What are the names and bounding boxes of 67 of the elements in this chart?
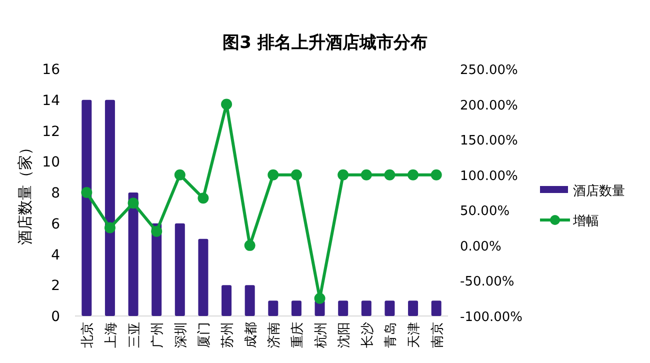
x-tick-label: 济南 [267, 322, 282, 348]
point [290, 169, 302, 180]
x-tick-label: 沈阳 [337, 322, 352, 348]
bar [128, 192, 138, 316]
bar [222, 285, 232, 316]
y2-tick-label: 150.00% [460, 134, 518, 149]
y2-tick-label: 200.00% [460, 98, 518, 114]
bar [174, 223, 185, 316]
x-tick-label: 青岛 [384, 322, 399, 348]
y-tick-label: 0 [51, 309, 60, 325]
y-tick-label: 12 [42, 124, 60, 140]
bar [244, 285, 255, 316]
point [128, 198, 139, 209]
y-tick-label: 10 [42, 154, 60, 171]
point [104, 222, 116, 234]
x-tick-label: 重庆 [290, 322, 306, 348]
point [268, 169, 279, 180]
x-tick-label: 天津 [407, 322, 422, 348]
x-tick-label: 深圳 [174, 322, 189, 348]
y2-tick-label: -50.00% [460, 274, 514, 290]
point [244, 240, 256, 251]
bar [291, 300, 302, 316]
point [338, 169, 349, 180]
y2-tick-label: 250.00% [460, 63, 518, 78]
y2-tick-label: 50.00% [460, 204, 510, 220]
point [408, 169, 419, 180]
y-tick-label: 16 [42, 62, 60, 78]
y2-tick-label: 100.00% [460, 168, 518, 184]
chart-title: 图3 排名上升酒店城市分布 [222, 33, 428, 53]
bar [361, 300, 372, 316]
bar [104, 100, 115, 316]
bar [384, 300, 395, 316]
point [221, 98, 232, 110]
point [360, 169, 372, 180]
bar [408, 300, 418, 316]
bar [198, 238, 208, 316]
x-tick-label: 北京 [80, 322, 96, 348]
y-tick-label: 8 [51, 186, 60, 202]
bar [338, 300, 348, 316]
y2-tick-label: 0.00% [460, 239, 502, 254]
y-axis-title: 酒店数量（家） [16, 140, 34, 245]
y2-tick-label: -100.00% [460, 310, 523, 325]
legend-label: 增幅 [572, 214, 599, 229]
x-tick-label: 广州 [150, 322, 166, 348]
bar [431, 300, 442, 316]
y-tick-label: 4 [51, 247, 60, 264]
bar [82, 100, 92, 316]
point [198, 192, 209, 204]
x-tick-label: 厦门 [196, 322, 212, 348]
y-tick-label: 6 [51, 216, 60, 232]
x-tick-label: 苏州 [220, 322, 236, 348]
bar [268, 300, 278, 316]
point [314, 292, 326, 304]
x-tick-label: 杭州 [314, 322, 329, 349]
x-tick-label: 南京 [430, 322, 446, 348]
legend-label: 酒店数量 [573, 183, 625, 199]
y-tick-label: 2 [51, 278, 60, 294]
x-tick-label: 上海 [104, 322, 119, 348]
point [81, 187, 92, 198]
y-tick-label: 14 [42, 92, 60, 109]
x-tick-label: 三亚 [127, 322, 142, 348]
point [384, 169, 396, 180]
x-tick-label: 长沙 [360, 322, 376, 348]
point [430, 169, 442, 180]
point [174, 169, 186, 180]
x-tick-label: 成都 [244, 322, 259, 348]
point [151, 226, 162, 237]
